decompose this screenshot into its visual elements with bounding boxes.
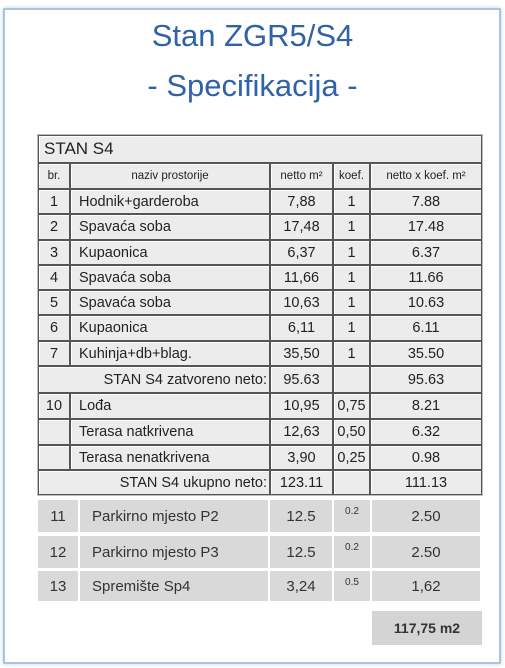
- cell-br: 12: [38, 536, 78, 568]
- grand-total: 117,75 m2: [372, 611, 482, 645]
- cell-ukupno: 11.66: [370, 265, 482, 290]
- cell-netto: 7,88: [270, 189, 333, 214]
- cell-koef: [333, 470, 370, 495]
- cell-naziv: Hodnik+garderoba: [70, 189, 270, 214]
- cell-br: 3: [38, 240, 70, 265]
- cell-naziv: Parkirno mjesto P3: [80, 536, 268, 568]
- cell-netto: 10,63: [270, 290, 333, 315]
- cell-ukupno: 2.50: [372, 536, 480, 568]
- cell-br: 10: [38, 393, 70, 419]
- cell-naziv: Kupaonica: [70, 315, 270, 341]
- cell-koef: 1: [333, 265, 370, 290]
- cell-br: 13: [38, 571, 78, 601]
- cell-koef: 0.2: [334, 500, 370, 532]
- cell-koef: 0.2: [334, 536, 370, 568]
- summary-label: STAN S4 zatvoreno neto:: [38, 366, 270, 393]
- cell-koef: 0,50: [333, 419, 370, 445]
- cell-br: [38, 445, 70, 470]
- subtitle: - Specifikacija -: [147, 68, 358, 103]
- cell-koef: 1: [333, 341, 370, 366]
- cell-br: 5: [38, 290, 70, 315]
- cell-ukupno: 6.32: [370, 419, 482, 445]
- cell-naziv: Spavaća soba: [70, 214, 270, 240]
- cell-naziv: Parkirno mjesto P2: [80, 500, 268, 532]
- cell-ukupno: 1,62: [372, 571, 480, 601]
- cell-netto: 12,63: [270, 419, 333, 445]
- cell-ukupno: 10.63: [370, 290, 482, 315]
- cell-br: 7: [38, 341, 70, 366]
- cell-br: [38, 419, 70, 445]
- cell-koef: 1: [333, 240, 370, 265]
- cell-netto: 35,50: [270, 341, 333, 366]
- column-header: netto x koef. m²: [370, 163, 482, 189]
- cell-koef: 0,75: [333, 393, 370, 419]
- cell-ukupno: 35.50: [370, 341, 482, 366]
- cell-netto: 6,37: [270, 240, 333, 265]
- cell-netto: 6,11: [270, 315, 333, 341]
- cell-netto: 123.11: [270, 470, 333, 495]
- cell-naziv: Lođa: [70, 393, 270, 419]
- cell-netto: 17,48: [270, 214, 333, 240]
- cell-br: 11: [38, 500, 78, 532]
- cell-netto: 95.63: [270, 366, 333, 393]
- cell-netto: 12.5: [270, 500, 332, 532]
- cell-br: 6: [38, 315, 70, 341]
- cell-netto: 3,24: [270, 571, 332, 601]
- cell-naziv: Spavaća soba: [70, 290, 270, 315]
- cell-br: 1: [38, 189, 70, 214]
- cell-netto: 3,90: [270, 445, 333, 470]
- cell-ukupno: 8.21: [370, 393, 482, 419]
- column-header: koef.: [333, 163, 370, 189]
- cell-ukupno: 95.63: [370, 366, 482, 393]
- cell-ukupno: 2.50: [372, 500, 480, 532]
- cell-naziv: Kupaonica: [70, 240, 270, 265]
- cell-naziv: Spavaća soba: [70, 265, 270, 290]
- column-header: naziv prostorije: [70, 163, 270, 189]
- frame: [3, 8, 501, 664]
- cell-koef: 1: [333, 315, 370, 341]
- cell-koef: 1: [333, 189, 370, 214]
- table-title: STAN S4: [38, 135, 482, 163]
- cell-koef: 0.5: [334, 571, 370, 601]
- cell-netto: 10,95: [270, 393, 333, 419]
- title: Stan ZGR5/S4: [151, 18, 354, 53]
- cell-br: 4: [38, 265, 70, 290]
- cell-naziv: Kuhinja+db+blag.: [70, 341, 270, 366]
- cell-ukupno: 111.13: [370, 470, 482, 495]
- column-header: netto m²: [270, 163, 333, 189]
- cell-netto: 11,66: [270, 265, 333, 290]
- cell-ukupno: 6.37: [370, 240, 482, 265]
- cell-ukupno: 6.11: [370, 315, 482, 341]
- cell-naziv: Terasa natkrivena: [70, 419, 270, 445]
- cell-ukupno: 0.98: [370, 445, 482, 470]
- cell-koef: 0,25: [333, 445, 370, 470]
- cell-naziv: Spremište Sp4: [80, 571, 268, 601]
- cell-koef: [333, 366, 370, 393]
- cell-br: 2: [38, 214, 70, 240]
- cell-ukupno: 7.88: [370, 189, 482, 214]
- cell-netto: 12.5: [270, 536, 332, 568]
- summary-label: STAN S4 ukupno neto:: [38, 470, 270, 495]
- cell-koef: 1: [333, 214, 370, 240]
- column-header: br.: [38, 163, 70, 189]
- cell-ukupno: 17.48: [370, 214, 482, 240]
- cell-koef: 1: [333, 290, 370, 315]
- cell-naziv: Terasa nenatkrivena: [70, 445, 270, 470]
